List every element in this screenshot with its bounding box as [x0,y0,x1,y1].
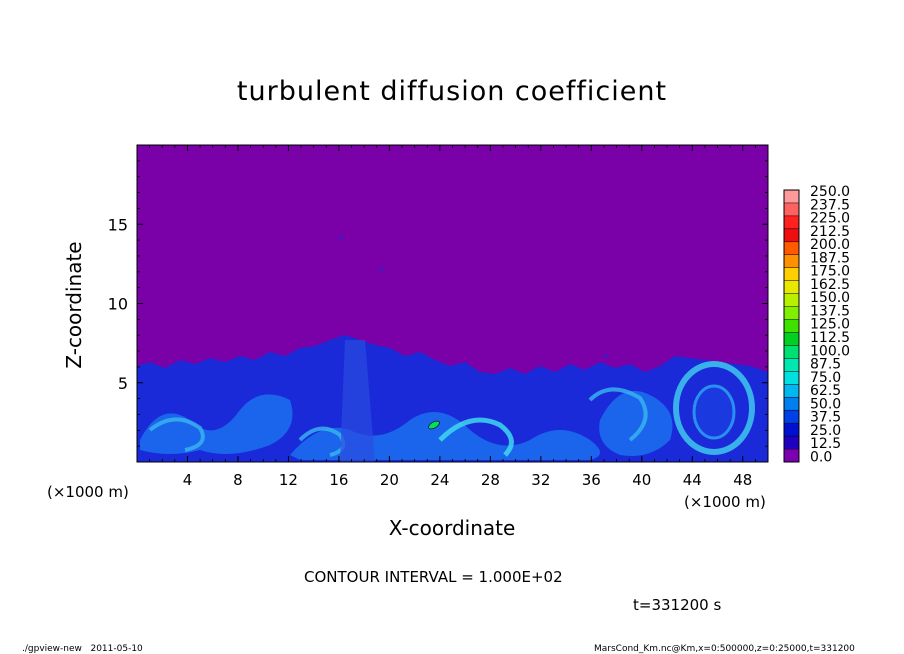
colorbar-swatch [784,241,799,256]
y-tick-label: 10 [108,295,128,314]
eddy-swirl-mid [298,426,346,457]
colorbar-label: 62.5 [810,383,841,399]
eddy-swirl-center [438,417,514,457]
colorbar-swatch [784,254,799,269]
colorbar-label: 175.0 [810,264,850,280]
x-axis-label-text: X-coordinate [388,516,516,540]
eddy-swirl-left [148,417,205,452]
colorbar: 250.0237.5225.0212.5200.0187.5175.0162.5… [783,184,850,465]
x-unit-right: (×1000 m) [684,493,766,511]
x-tick-label: 32 [531,471,550,489]
colorbar-label: 200.0 [810,237,850,253]
x-tick-label: 16 [329,471,348,489]
colorbar-swatch [784,190,799,204]
colorbar-swatch [784,371,799,385]
colorbar-label: 75.0 [810,370,841,386]
colorbar-label: 112.5 [810,330,850,346]
colorbar-label: 0.0 [810,449,832,465]
colorbar-swatch [784,384,799,398]
y-tick-label: 15 [108,215,128,234]
colorbar-swatch [784,267,799,281]
colorbar-label: 187.5 [810,250,850,266]
colorbar-swatch [784,345,799,359]
footer-right: MarsCond_Km.nc@Km,x=0:500000,z=0:25000,t… [594,644,855,654]
colorbar-swatch [784,332,799,346]
colorbar-label: 162.5 [810,277,850,293]
x-tick-label: 40 [632,471,651,489]
colorbar-swatch [784,358,799,372]
high-value-spot [428,420,440,430]
colorbar-label: 225.0 [810,211,850,227]
colorbar-swatch [784,306,799,320]
x-tick-label: 48 [733,471,752,489]
colorbar-label: 87.5 [810,357,841,373]
x-ticks: 4 8 12 16 20 24 28 32 36 40 44 48 [149,145,756,489]
large-eddy-right [673,361,755,455]
plume-column [340,340,375,462]
colorbar-label: 137.5 [810,303,850,319]
colorbar-swatch [784,397,799,411]
colorbar-swatch [784,423,799,437]
colorbar-label: 25.0 [810,423,841,439]
x-tick-label: 36 [582,471,601,489]
x-tick-label: 4 [183,471,193,489]
eddy-swirl-right [588,387,648,442]
eddy-region-right [599,390,673,456]
y-ticks: 5 10 15 [108,160,768,447]
x-tick-label: 24 [430,471,449,489]
x-tick-label: 8 [233,471,243,489]
colorbar-label: 125.0 [810,317,850,333]
contour-interval: CONTOUR INTERVAL = 1.000E+02 [304,568,563,586]
large-eddy-right-inner [692,384,736,440]
time-label: t=331200 s [633,596,722,614]
turbulence-field [137,236,768,462]
footer-left: ./gpview-new 2011-05-10 [22,644,143,654]
x-axis-label: X-coordinate [0,516,904,540]
colorbar-swatch [784,436,799,450]
colorbar-labels: 250.0237.5225.0212.5200.0187.5175.0162.5… [810,184,850,465]
x-tick-label: 12 [279,471,298,489]
x-unit-left: (×1000 m) [47,483,129,501]
colorbar-swatch [784,228,799,243]
colorbar-label: 100.0 [810,343,850,359]
colorbar-swatch [784,319,799,333]
colorbar-label: 237.5 [810,197,850,213]
y-axis-label: Z-coordinate [62,241,86,369]
colorbar-swatches [784,190,799,463]
colorbar-label: 12.5 [810,436,841,452]
y-tick-label: 5 [118,374,128,393]
colorbar-swatch [784,202,799,217]
colorbar-frame [783,189,800,463]
colorbar-label: 250.0 [810,184,850,200]
colorbar-label: 150.0 [810,290,850,306]
colorbar-swatch [784,215,799,230]
x-tick-label: 44 [683,471,702,489]
speck [339,236,343,240]
colorbar-label: 37.5 [810,410,841,426]
colorbar-swatch [784,293,799,307]
colorbar-swatch [784,410,799,424]
x-tick-label: 20 [380,471,399,489]
colorbar-label: 212.5 [810,224,850,240]
speck [379,267,383,271]
speck [604,354,608,358]
chart-title: turbulent diffusion coefficient [236,76,668,107]
x-tick-label: 28 [481,471,500,489]
colorbar-label: 50.0 [810,396,841,412]
colorbar-swatch [784,449,799,463]
colorbar-swatch [784,280,799,294]
eddy-region-left [140,394,293,454]
